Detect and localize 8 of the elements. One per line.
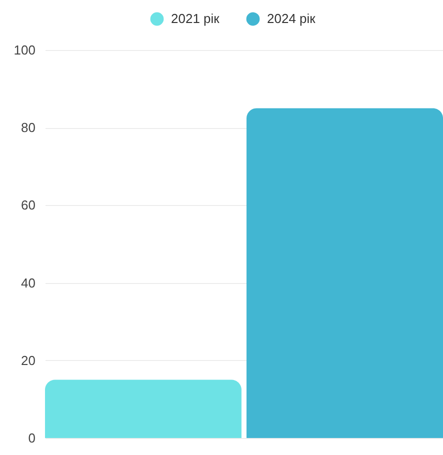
y-tick-label: 60 bbox=[21, 198, 36, 213]
legend-label: 2021 рік bbox=[171, 11, 220, 26]
y-tick-label: 0 bbox=[28, 430, 36, 446]
legend-label: 2024 рік bbox=[267, 11, 316, 26]
y-tick-label: 100 bbox=[14, 42, 36, 58]
y-tick-label: 80 bbox=[21, 120, 36, 136]
y-tick-label: 40 bbox=[21, 275, 36, 290]
y-tick-label: 20 bbox=[21, 352, 36, 368]
